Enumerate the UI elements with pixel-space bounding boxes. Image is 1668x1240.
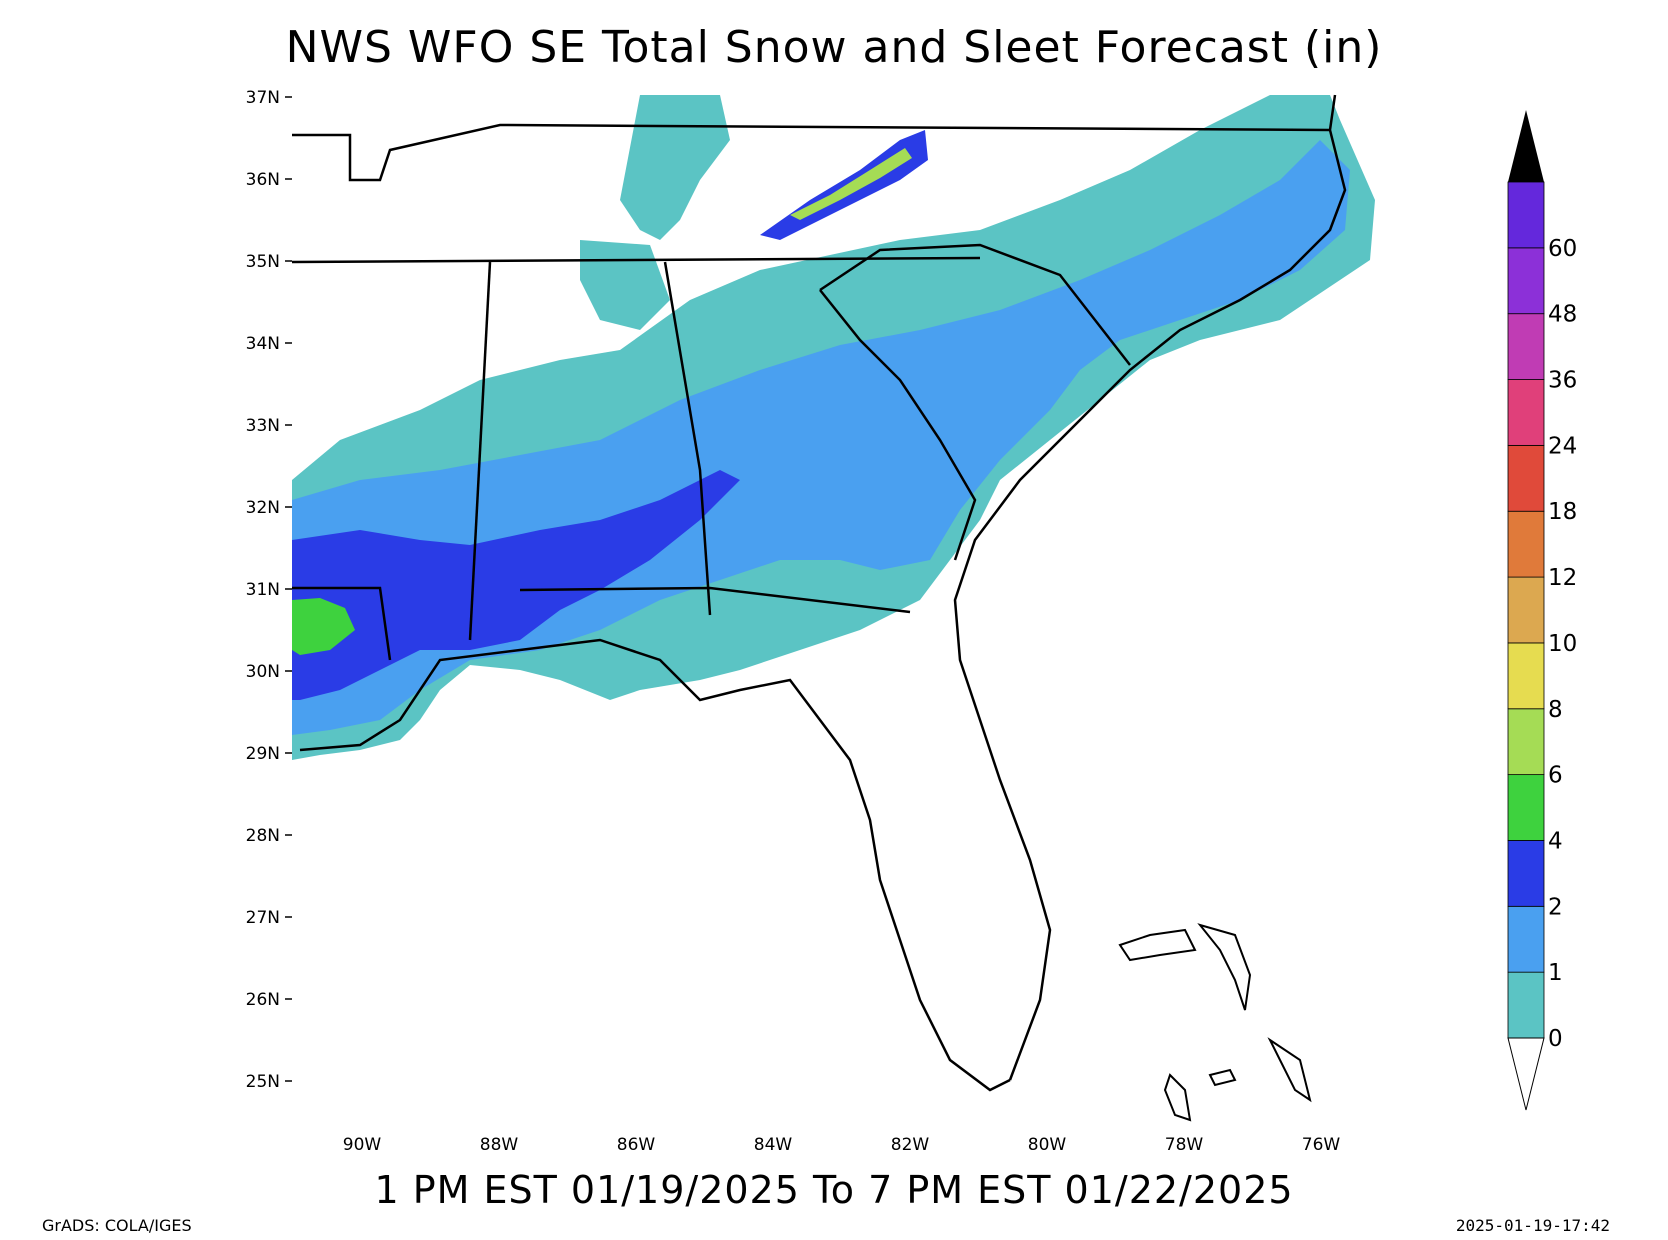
colorbar-label: 4: [1548, 828, 1563, 854]
colorbar-label: 2: [1548, 894, 1563, 920]
snow-band-2-4: [292, 470, 740, 700]
bahamas-outline: [1118, 923, 1312, 1122]
colorbar-label: 60: [1548, 236, 1577, 262]
colorbar-segment: [1507, 840, 1545, 907]
lon-axis: 90W 88W 86W 84W 82W 80W 78W 76W: [343, 1135, 1341, 1155]
colorbar-label: 6: [1548, 763, 1563, 789]
colorbar-segment: [1507, 576, 1545, 644]
colorbar-segment: [1507, 510, 1545, 578]
colorbar-segment: [1507, 971, 1545, 1039]
lon-tick-80w: 80W: [1028, 1135, 1067, 1155]
colorbar-label: 0: [1548, 1026, 1563, 1052]
lat-tick-30n: 30N: [246, 662, 280, 682]
lat-tick-32n: 32N: [246, 498, 280, 518]
colorbar-label: 10: [1548, 631, 1577, 657]
snow-band-mountains-blue: [760, 130, 928, 240]
colorbar-label: 48: [1548, 302, 1577, 328]
colorbar-segment: [1507, 379, 1545, 446]
colorbar-segment: [1507, 313, 1545, 380]
snow-band-4-6: [292, 598, 355, 655]
snowfall-layer: [292, 95, 1375, 760]
lat-tick-25n: 25N: [246, 1072, 280, 1092]
map-title: NWS WFO SE Total Snow and Sleet Forecast…: [285, 22, 1383, 73]
colorbar-label: 1: [1548, 960, 1563, 986]
state-boundaries: [291, 94, 1347, 1092]
lon-tick-84w: 84W: [754, 1135, 793, 1155]
colorbar-label: 12: [1548, 565, 1577, 591]
lon-tick-76w: 76W: [1302, 1135, 1341, 1155]
snow-band-0-1-north: [620, 95, 730, 240]
colorbar-segment: [1507, 708, 1545, 776]
colorbar-label: 36: [1548, 368, 1577, 394]
lon-tick-90w: 90W: [343, 1135, 382, 1155]
valid-period: 1 PM EST 01/19/2025 To 7 PM EST 01/22/20…: [374, 1168, 1294, 1212]
colorbar-over-arrow: [1508, 110, 1544, 182]
lat-tick-34n: 34N: [246, 334, 280, 354]
colorbar-label: 8: [1548, 697, 1563, 723]
colorbar-label: 24: [1548, 433, 1577, 459]
lon-tick-88w: 88W: [480, 1135, 519, 1155]
lon-tick-82w: 82W: [891, 1135, 930, 1155]
lat-tick-37n: 37N: [246, 88, 280, 108]
snow-band-0-1-west: [580, 240, 670, 330]
colorbar-segment: [1507, 905, 1545, 973]
colorbar-under-arrow: [1507, 1037, 1545, 1111]
colorbar-segment: [1507, 444, 1545, 512]
lon-tick-86w: 86W: [617, 1135, 656, 1155]
lat-tick-28n: 28N: [246, 826, 280, 846]
lat-tick-27n: 27N: [246, 908, 280, 928]
lat-tick-29n: 29N: [246, 744, 280, 764]
colorbar-segment: [1507, 642, 1545, 710]
colorbar-segment: [1507, 181, 1545, 249]
snow-band-mountains-green: [790, 148, 912, 220]
colorbar-segment: [1507, 774, 1545, 841]
lat-axis: 37N 36N 35N 34N 33N 32N 31N 30N 29N 28N …: [246, 88, 292, 1092]
lat-tick-31n: 31N: [246, 580, 280, 600]
lat-tick-35n: 35N: [246, 252, 280, 272]
lat-tick-33n: 33N: [246, 416, 280, 436]
software-credit: GrADS: COLA/IGES: [42, 1216, 192, 1235]
lon-tick-78w: 78W: [1165, 1135, 1204, 1155]
colorbar-segment: [1507, 247, 1545, 315]
lat-tick-26n: 26N: [246, 990, 280, 1010]
lat-tick-36n: 36N: [246, 170, 280, 190]
colorbar-label: 18: [1548, 499, 1577, 525]
generated-timestamp: 2025-01-19-17:42: [1455, 1216, 1610, 1235]
